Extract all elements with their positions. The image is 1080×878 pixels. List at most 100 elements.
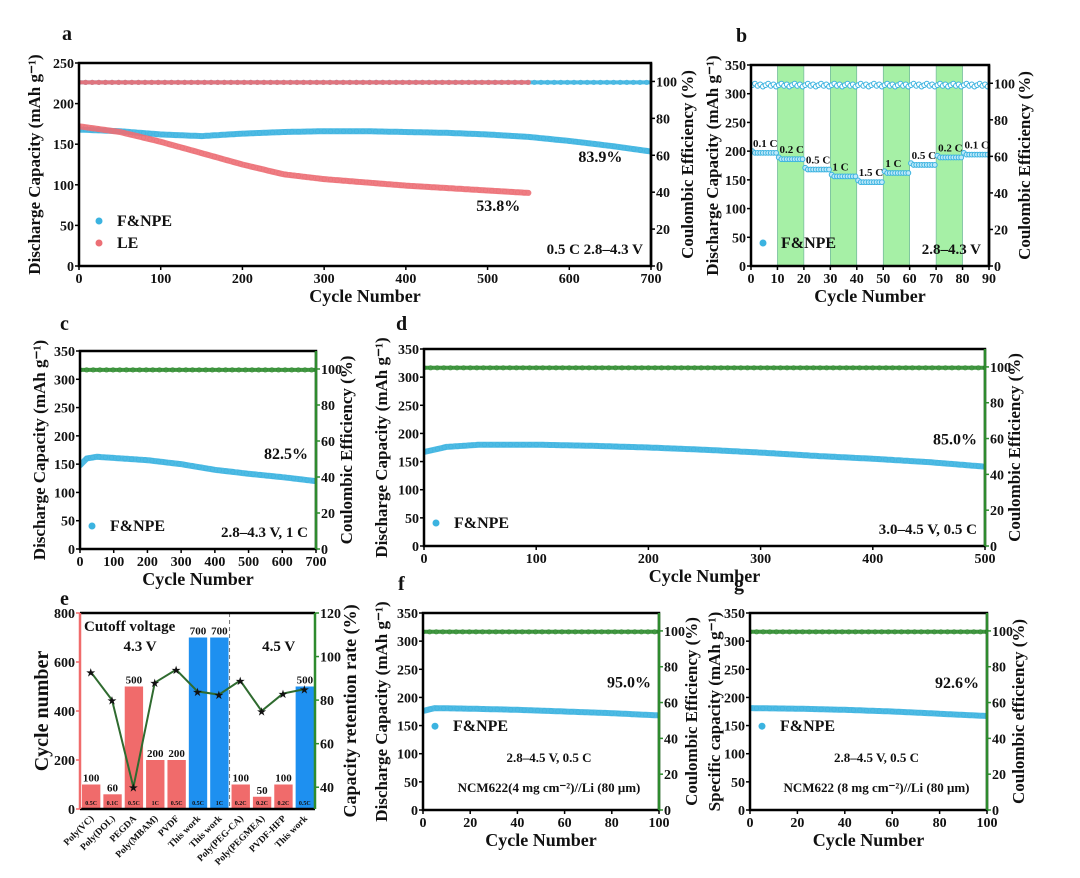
data-point xyxy=(156,367,163,373)
data-point xyxy=(852,629,858,635)
y-tick-label: 800 xyxy=(54,607,75,622)
data-point xyxy=(176,367,182,373)
data-point xyxy=(898,629,905,635)
data-point xyxy=(427,365,434,371)
data-point xyxy=(604,79,610,85)
data-point xyxy=(428,447,434,454)
x-axis-label: Cycle Number xyxy=(813,830,924,850)
data-point xyxy=(473,629,479,635)
data-point xyxy=(327,128,334,134)
x-tick-label: 70 xyxy=(929,272,943,287)
data-point xyxy=(632,444,639,450)
y2-tick-label: 20 xyxy=(321,507,335,522)
x-tick-label: 20 xyxy=(797,272,811,287)
y-tick-label: 0 xyxy=(68,803,75,818)
data-point xyxy=(480,365,486,371)
condition-annotation: 0.5 C 2.8–4.3 V xyxy=(547,242,644,258)
data-point xyxy=(203,465,209,471)
data-point xyxy=(302,128,308,135)
retention-star-marker: ★ xyxy=(129,783,138,794)
data-point xyxy=(809,453,815,459)
data-point xyxy=(257,472,263,478)
data-point xyxy=(685,365,691,371)
data-point xyxy=(150,367,156,373)
bar-value-label: 50 xyxy=(257,785,269,797)
data-point xyxy=(658,365,665,371)
data-point xyxy=(115,129,121,135)
data-point xyxy=(760,705,766,711)
data-point xyxy=(418,129,424,135)
data-point xyxy=(600,443,606,449)
data-point xyxy=(143,367,149,373)
data-point xyxy=(142,457,148,463)
data-point xyxy=(486,79,492,85)
data-point xyxy=(645,629,651,635)
data-point xyxy=(618,144,624,150)
data-point xyxy=(582,709,588,715)
data-point xyxy=(304,477,310,483)
data-point xyxy=(876,708,882,714)
y-tick-label: 150 xyxy=(397,720,418,735)
data-point xyxy=(263,472,270,479)
data-point xyxy=(526,629,532,635)
data-point xyxy=(915,458,921,465)
data-point xyxy=(837,707,844,713)
data-point xyxy=(918,629,924,635)
bar-rate-label: 0.5C xyxy=(192,801,204,807)
panel-label: d xyxy=(396,313,407,335)
data-point xyxy=(753,629,760,635)
capacity-point xyxy=(826,166,832,173)
data-point xyxy=(479,79,485,85)
y-tick-label: 350 xyxy=(398,343,419,358)
data-point xyxy=(598,142,605,148)
data-point xyxy=(771,365,777,371)
y-tick-label: 300 xyxy=(398,371,419,386)
data-point xyxy=(256,367,262,373)
panel-label: e xyxy=(60,588,69,610)
capacity-point xyxy=(905,170,912,176)
x-tick-label: 300 xyxy=(171,555,192,570)
data-point xyxy=(168,79,175,85)
y2-tick-label: 20 xyxy=(990,504,1004,519)
y-tick-label: 50 xyxy=(60,219,74,234)
data-point xyxy=(230,469,236,475)
data-point xyxy=(162,459,169,465)
condition-annotation: 2.8–4.3 V xyxy=(922,242,981,258)
data-point xyxy=(538,79,544,85)
data-point xyxy=(289,172,295,178)
legend-marker xyxy=(432,519,440,527)
data-point xyxy=(584,79,590,85)
x-tick-label: 100 xyxy=(526,552,547,567)
data-point xyxy=(441,365,447,371)
data-point xyxy=(274,79,280,85)
rate-label: 1 C xyxy=(832,161,848,173)
data-point xyxy=(90,454,96,461)
data-point xyxy=(764,365,770,371)
y2-tick-label: 80 xyxy=(990,397,1004,412)
data-point xyxy=(967,712,973,718)
data-point xyxy=(454,365,460,371)
condition-annotation: 2.8–4.3 V, 1 C xyxy=(221,525,308,541)
rate-band xyxy=(830,64,858,267)
y-tick-label: 250 xyxy=(397,663,418,678)
data-point xyxy=(870,365,876,371)
data-point xyxy=(236,367,242,373)
data-point xyxy=(883,365,889,371)
y2-tick-label: 40 xyxy=(664,732,678,747)
data-point xyxy=(353,179,359,185)
capacity-point xyxy=(931,162,938,168)
capacity-point xyxy=(958,154,965,161)
data-point xyxy=(506,79,512,85)
data-point xyxy=(347,128,353,134)
panel-e: e1000.5CPoly(VC)600.1CPoly(DOL)5000.5CPE… xyxy=(31,588,361,868)
data-point xyxy=(925,629,931,635)
data-point xyxy=(211,154,218,160)
y2-tick-label: 0 xyxy=(656,260,663,275)
data-point xyxy=(816,453,822,459)
data-point xyxy=(149,79,155,85)
bar-rate-label: 0.1C xyxy=(107,801,119,807)
data-point xyxy=(494,442,500,448)
data-point xyxy=(96,79,102,85)
data-point xyxy=(889,708,895,715)
bar xyxy=(167,760,186,809)
